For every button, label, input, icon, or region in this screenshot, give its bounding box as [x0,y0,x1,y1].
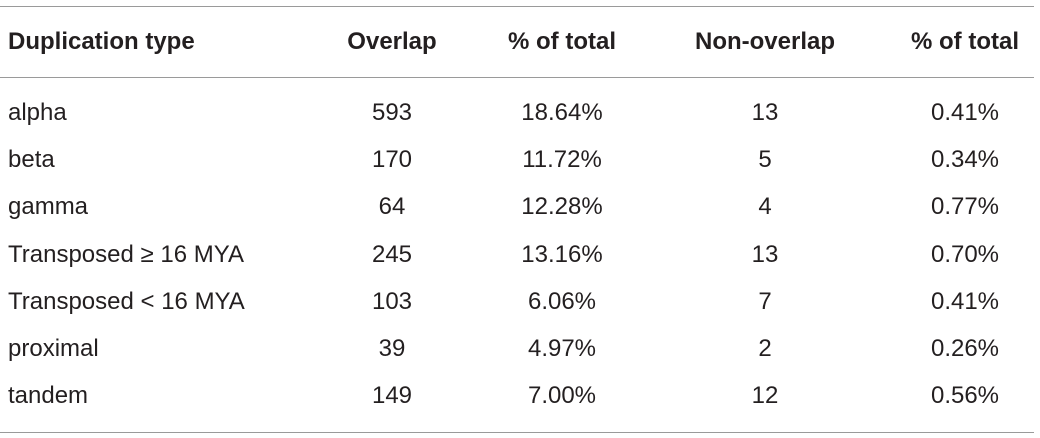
row-label: beta [8,146,55,174]
table-cell: 13 [751,99,779,126]
top-rule [0,6,1034,7]
table-cell: 7 [758,287,772,315]
row-label: Transposed < 16 MYA [8,287,245,315]
table-cell: 18.64% [521,99,603,126]
header-rule [0,77,1034,78]
table-cell: 103 [371,287,413,315]
table-cell: 4.97% [527,335,597,362]
header-cell: % of total [508,28,616,55]
table-cell: 7.00% [527,382,597,410]
table-cell: 39 [378,335,406,362]
table-cell: 0.56% [930,382,1000,410]
row-label: tandem [8,382,89,410]
table-cell: 149 [371,382,413,410]
table-cell: 170 [371,146,413,174]
table-cell: 6.06% [527,287,597,315]
table-cell: 13.16% [521,240,603,268]
table-cell: 0.26% [930,335,1000,362]
header-cell: Duplication type [8,28,195,55]
bottom-rule [0,432,1034,433]
table-cell: 4 [758,193,772,221]
table-cell: 11.72% [522,146,602,174]
header-cell: Overlap [347,28,437,55]
row-label: Transposed ≥ 16 MYA [8,240,244,268]
table-cell: 13 [751,240,779,268]
table-cell: 0.41% [930,99,1000,126]
table-cell: 2 [758,335,772,362]
table-cell: 12 [751,382,779,410]
table-cell: 0.41% [930,287,1000,315]
header-cell: % of total [911,28,1019,55]
row-label: gamma [8,193,89,221]
table-cell: 593 [371,99,413,126]
row-label: alpha [8,99,67,126]
header-cell: Non-overlap [694,28,836,55]
table-cell: 245 [371,240,413,268]
table-cell: 12.28% [521,193,603,221]
table-cell: 5 [758,146,772,174]
table-cell: 0.34% [930,146,1000,174]
table-cell: 0.77% [930,193,1000,221]
table-cell: 64 [378,193,406,221]
row-label: proximal [8,335,99,362]
table-cell: 0.70% [930,240,1000,268]
